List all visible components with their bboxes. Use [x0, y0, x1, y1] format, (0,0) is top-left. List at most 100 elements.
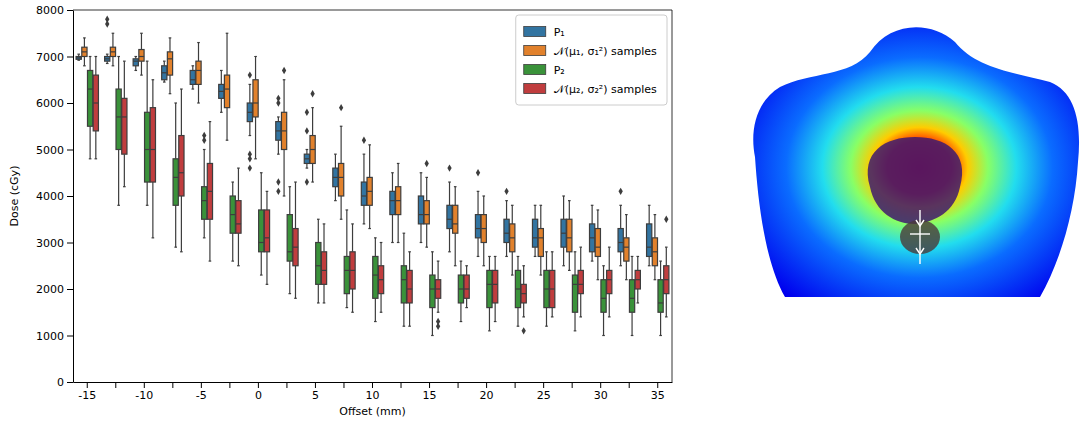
- median: [150, 149, 155, 150]
- plot-frame: [73, 10, 672, 382]
- whisker: [449, 229, 450, 252]
- x-tick: -5: [196, 382, 207, 402]
- whisker: [552, 308, 553, 317]
- median: [264, 237, 269, 238]
- box: [122, 98, 127, 154]
- whisker: [238, 233, 239, 266]
- box: [515, 270, 520, 307]
- whisker-cap: [226, 140, 229, 141]
- box: [493, 270, 498, 303]
- whisker-cap: [288, 186, 291, 187]
- whisker: [318, 284, 319, 303]
- box: [453, 205, 458, 233]
- median: [361, 195, 366, 196]
- box: [236, 201, 241, 234]
- whisker: [495, 303, 496, 322]
- box: [664, 266, 669, 294]
- whisker: [466, 266, 467, 275]
- whisker: [392, 215, 393, 243]
- whisker: [426, 177, 427, 200]
- whisker: [278, 140, 279, 154]
- whisker: [603, 266, 604, 280]
- box: [139, 50, 144, 62]
- whisker-cap: [568, 270, 571, 271]
- whisker: [152, 80, 153, 108]
- whisker-cap: [351, 223, 354, 224]
- x-tick-mark: [486, 382, 487, 388]
- outlier: [436, 322, 440, 329]
- whisker: [135, 66, 136, 71]
- whisker: [592, 205, 593, 224]
- y-tick: 0: [57, 376, 73, 389]
- outlier: [425, 160, 429, 167]
- whisker-cap: [134, 70, 137, 71]
- whisker: [477, 191, 478, 214]
- median: [116, 116, 121, 117]
- x-tick: 15: [423, 382, 437, 402]
- whisker: [346, 210, 347, 257]
- box: [293, 229, 298, 266]
- whisker-cap: [517, 256, 520, 257]
- whisker-cap: [368, 228, 371, 229]
- x-tick-mark: [600, 382, 601, 388]
- whisker: [261, 173, 262, 210]
- whisker-cap: [654, 214, 657, 215]
- whisker-cap: [648, 205, 651, 206]
- whisker: [147, 61, 148, 112]
- plot-marks: [76, 16, 669, 336]
- whisker: [204, 150, 205, 187]
- box: [76, 57, 81, 60]
- x-tick-mark: [372, 382, 373, 388]
- whisker-cap: [545, 326, 548, 327]
- whisker: [580, 247, 581, 270]
- whisker-cap: [83, 65, 86, 66]
- whisker-cap: [146, 61, 149, 62]
- whisker: [341, 196, 342, 219]
- whisker: [209, 122, 210, 164]
- legend-item: P₁: [524, 26, 565, 39]
- whisker-cap: [431, 335, 434, 336]
- y-tick: 8000: [36, 4, 73, 17]
- whisker-cap: [334, 154, 337, 155]
- whisker: [534, 205, 535, 219]
- median: [338, 177, 343, 178]
- whisker-cap: [608, 316, 611, 317]
- whisker-cap: [169, 93, 172, 94]
- y-tick: 4000: [36, 190, 73, 203]
- y-tick-label: 0: [57, 376, 64, 389]
- whisker-cap: [431, 251, 434, 252]
- whisker-cap: [648, 265, 651, 266]
- whisker: [312, 163, 313, 182]
- box: [618, 229, 623, 252]
- whisker: [198, 84, 199, 103]
- whisker-cap: [448, 181, 451, 182]
- box: [572, 275, 577, 312]
- whisker: [666, 247, 667, 266]
- whisker: [312, 108, 313, 136]
- whisker: [438, 261, 439, 280]
- whisker-cap: [574, 330, 577, 331]
- median: [230, 214, 235, 215]
- median: [145, 149, 150, 150]
- x-tick-label: 25: [537, 389, 551, 402]
- whisker: [552, 252, 553, 271]
- whisker: [221, 98, 222, 112]
- median: [504, 233, 509, 234]
- whisker-cap: [294, 298, 297, 299]
- whisker: [546, 252, 547, 271]
- box: [276, 122, 281, 141]
- x-tick: [172, 382, 173, 388]
- whisker: [380, 294, 381, 313]
- whisker: [380, 243, 381, 266]
- median: [167, 58, 172, 59]
- whisker: [90, 126, 91, 159]
- whisker-cap: [140, 74, 143, 75]
- median: [424, 214, 429, 215]
- legend-swatch: [524, 84, 546, 94]
- whisker-cap: [368, 144, 371, 145]
- whisker: [666, 294, 667, 317]
- whisker-cap: [636, 256, 639, 257]
- whisker-cap: [636, 302, 639, 303]
- whisker: [506, 243, 507, 257]
- x-tick-mark: [543, 382, 544, 388]
